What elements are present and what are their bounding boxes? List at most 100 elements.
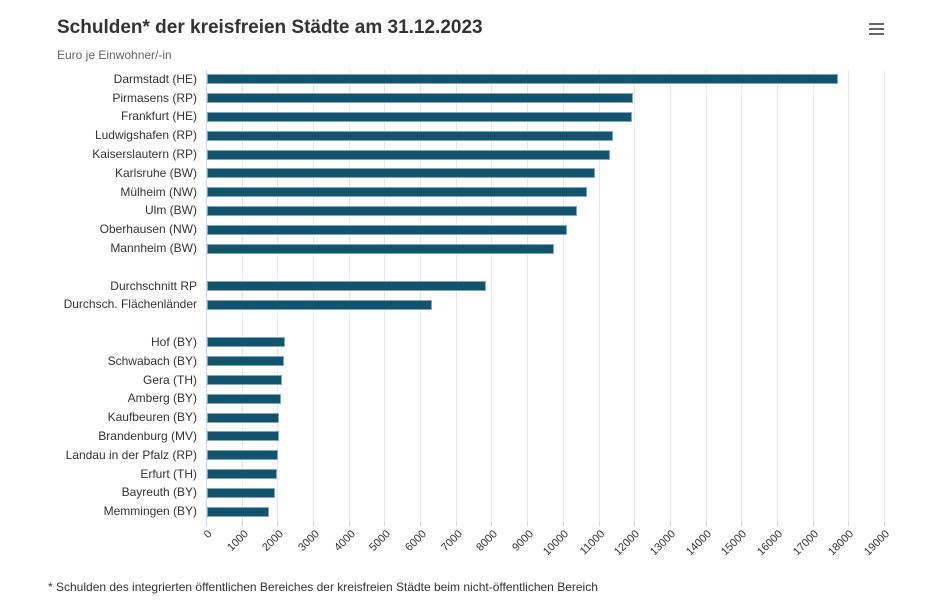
hamburger-menu-icon <box>869 23 884 25</box>
x-axis-tick <box>491 521 492 526</box>
bar <box>207 413 279 423</box>
chart-subtitle: Euro je Einwohner/-in <box>57 48 172 62</box>
gridline <box>599 70 600 521</box>
x-axis-tick <box>384 521 385 526</box>
bar <box>207 394 281 404</box>
x-axis-tick <box>313 521 314 526</box>
x-tick-label: 7000 <box>438 528 465 554</box>
chart-title: Schulden* der kreisfreien Städte am 31.1… <box>57 17 483 38</box>
category-label: Mannheim (BW) <box>110 241 197 255</box>
bar <box>207 450 278 460</box>
bar <box>207 206 577 216</box>
x-axis-tick <box>420 521 421 526</box>
gridline <box>706 70 707 521</box>
category-label: Brandenburg (MV) <box>98 429 197 443</box>
x-tick-label: 15000 <box>719 528 750 559</box>
x-axis-tick <box>349 521 350 526</box>
bar <box>207 356 284 366</box>
bar <box>207 375 282 385</box>
x-tick-label: 6000 <box>402 528 429 554</box>
bar <box>207 225 567 235</box>
category-label: Durchschnitt RP <box>110 279 197 293</box>
gridline <box>527 70 528 521</box>
x-axis-tick <box>206 521 207 526</box>
gridline <box>884 70 885 521</box>
gridline <box>277 70 278 521</box>
category-label: Landau in der Pfalz (RP) <box>65 448 197 462</box>
bar <box>207 112 632 122</box>
footnote: * Schulden des integrierten öffentlichen… <box>48 580 598 594</box>
bar <box>207 244 554 254</box>
category-label: Kaiserslautern (RP) <box>92 147 197 161</box>
category-label: Bayreuth (BY) <box>121 485 197 499</box>
x-tick-label: 8000 <box>473 528 500 554</box>
bar <box>207 74 838 84</box>
bar <box>207 337 285 347</box>
bar <box>207 187 587 197</box>
x-axis-tick <box>599 521 600 526</box>
gridline <box>741 70 742 521</box>
gridline <box>813 70 814 521</box>
x-axis-tick <box>527 521 528 526</box>
x-tick-label: 2000 <box>259 528 286 554</box>
context-menu-button[interactable] <box>865 19 887 39</box>
category-label: Darmstadt (HE) <box>113 72 197 86</box>
category-label: Gera (TH) <box>143 373 197 387</box>
gridline <box>349 70 350 521</box>
x-axis-tick <box>706 521 707 526</box>
hamburger-menu-icon <box>869 33 884 35</box>
x-tick-label: 9000 <box>509 528 536 554</box>
category-label: Mülheim (NW) <box>120 185 197 199</box>
gridline <box>848 70 849 521</box>
category-label: Karlsruhe (BW) <box>114 166 197 180</box>
category-label: Oberhausen (NW) <box>99 222 197 236</box>
gridline <box>777 70 778 521</box>
bar <box>207 300 432 310</box>
x-axis-tick <box>563 521 564 526</box>
x-tick-label: 11000 <box>577 528 608 558</box>
x-axis-tick <box>848 521 849 526</box>
gridline <box>313 70 314 521</box>
category-label: Kaufbeuren (BY) <box>107 410 197 424</box>
category-label: Hof (BY) <box>150 335 197 349</box>
gridline <box>491 70 492 521</box>
x-axis-tick <box>634 521 635 526</box>
category-label: Amberg (BY) <box>127 391 197 405</box>
bar <box>207 431 279 441</box>
x-tick-label: 3000 <box>295 528 322 554</box>
category-label: Durchsch. Flächenländer <box>63 297 197 311</box>
category-label: Frankfurt (HE) <box>120 109 197 123</box>
category-label: Ulm (BW) <box>145 203 197 217</box>
bar <box>207 168 595 178</box>
x-axis-tick <box>456 521 457 526</box>
x-tick-label: 16000 <box>755 528 786 559</box>
gridline <box>634 70 635 521</box>
x-tick-label: 18000 <box>826 528 857 559</box>
x-tick-label: 14000 <box>684 528 715 559</box>
x-axis-tick <box>777 521 778 526</box>
category-label: Erfurt (TH) <box>140 467 197 481</box>
category-label: Schwabach (BY) <box>107 354 197 368</box>
hamburger-menu-icon <box>869 28 884 30</box>
x-tick-label: 1000 <box>224 528 251 554</box>
gridline <box>242 70 243 521</box>
x-tick-label: 17000 <box>791 528 822 559</box>
y-axis-line <box>206 70 207 521</box>
gridline <box>456 70 457 521</box>
x-tick-label: 10000 <box>541 528 572 559</box>
x-tick-label: 0 <box>201 528 215 541</box>
bar <box>207 93 633 103</box>
x-axis-tick <box>670 521 671 526</box>
bar <box>207 281 486 291</box>
category-label: Ludwigshafen (RP) <box>94 128 197 142</box>
bar <box>207 150 610 160</box>
gridline <box>670 70 671 521</box>
gridline <box>420 70 421 521</box>
category-label: Pirmasens (RP) <box>112 91 197 105</box>
bar <box>207 488 275 498</box>
x-tick-label: 13000 <box>648 528 679 559</box>
x-axis-tick <box>277 521 278 526</box>
bar <box>207 131 613 141</box>
gridline <box>384 70 385 521</box>
x-tick-label: 19000 <box>862 528 893 559</box>
